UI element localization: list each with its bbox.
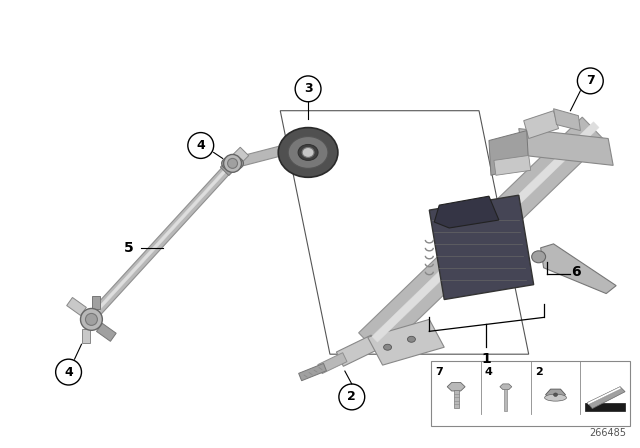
Polygon shape [368,319,444,365]
Text: 3: 3 [304,82,312,95]
Ellipse shape [408,336,415,342]
Polygon shape [554,109,580,130]
Polygon shape [435,196,499,228]
Bar [504,389,508,411]
Polygon shape [220,159,237,176]
Ellipse shape [545,394,566,401]
Polygon shape [358,117,604,356]
Ellipse shape [302,147,314,157]
Polygon shape [541,244,616,293]
Ellipse shape [223,155,241,172]
Circle shape [188,133,214,159]
Polygon shape [524,111,559,138]
Ellipse shape [81,309,102,330]
Polygon shape [494,155,531,175]
Polygon shape [489,130,529,175]
Polygon shape [447,383,465,391]
Ellipse shape [298,145,318,160]
Ellipse shape [278,128,338,177]
Circle shape [339,384,365,410]
Circle shape [577,68,604,94]
Polygon shape [67,297,86,315]
Polygon shape [92,296,100,310]
Polygon shape [337,335,378,366]
Polygon shape [88,160,236,321]
Polygon shape [588,387,625,409]
Text: 1: 1 [481,352,491,366]
Text: 6: 6 [572,265,581,279]
Ellipse shape [532,251,545,263]
Text: 7: 7 [435,367,443,377]
Polygon shape [97,323,116,341]
Polygon shape [299,363,326,381]
Text: 4: 4 [64,366,73,379]
Bar [431,361,630,426]
Polygon shape [228,147,249,168]
Circle shape [56,359,81,385]
Ellipse shape [383,344,392,350]
Polygon shape [372,122,599,342]
Circle shape [295,76,321,102]
Bar [454,390,459,408]
Ellipse shape [228,159,237,168]
Polygon shape [519,129,613,165]
Polygon shape [545,389,566,400]
Polygon shape [318,353,347,374]
Polygon shape [429,195,534,300]
Text: 5: 5 [124,241,134,255]
Polygon shape [83,329,90,343]
Text: 4: 4 [196,139,205,152]
Text: 266485: 266485 [589,428,626,438]
Polygon shape [93,159,237,314]
Polygon shape [588,387,621,405]
Ellipse shape [86,314,97,325]
Bar [586,403,625,410]
Text: 4: 4 [485,367,493,377]
Ellipse shape [554,393,557,396]
Polygon shape [500,384,512,390]
Text: 2: 2 [348,390,356,403]
Ellipse shape [288,137,328,168]
Text: 2: 2 [534,367,543,377]
Polygon shape [231,144,291,168]
Ellipse shape [221,156,243,170]
Text: 7: 7 [586,74,595,87]
